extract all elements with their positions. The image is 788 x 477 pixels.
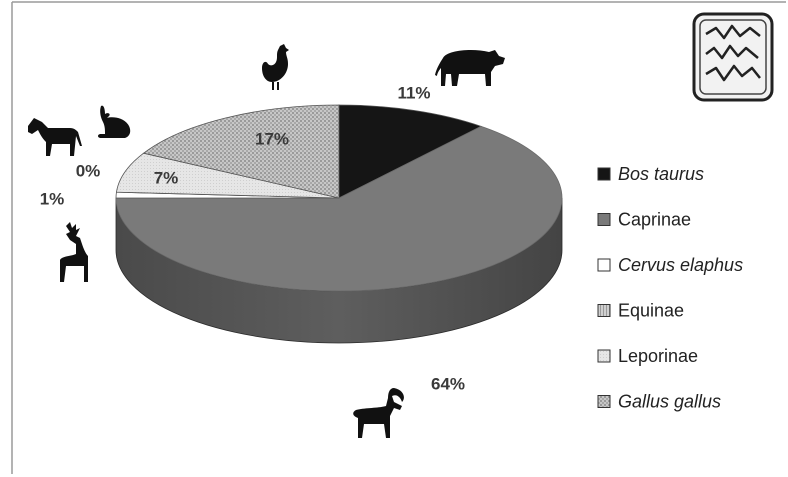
legend-label-equinae: Equinae	[618, 301, 684, 321]
horse-icon	[28, 118, 82, 156]
value-label-gallus-gallus: 17%	[255, 129, 289, 148]
legend-swatch-leporinae	[597, 349, 611, 363]
legend-swatch-bos-taurus	[597, 167, 611, 181]
value-label-cervus-elaphus: 1%	[40, 189, 65, 208]
pie-slice-bos-taurus	[338, 104, 483, 199]
value-label-caprinae: 64%	[431, 374, 465, 393]
chicken-icon	[262, 44, 289, 90]
seal-logo	[692, 12, 774, 102]
pie-slice-caprinae	[115, 125, 563, 292]
deer-icon	[60, 222, 88, 282]
legend: Bos taurus Caprinae Cervus elaphus Equinae L…	[597, 164, 743, 412]
goat-icon	[353, 388, 404, 438]
rabbit-icon	[98, 105, 131, 138]
value-label-bos-taurus: 11%	[397, 83, 430, 102]
cow-icon	[435, 50, 505, 86]
legend-label-cervus-elaphus: Cervus elaphus	[618, 255, 743, 275]
legend-swatch-caprinae	[597, 213, 611, 226]
pie-labels-layer: 11% 64% 1% 0% 7% 17%	[40, 83, 465, 393]
legend-label-leporinae: Leporinae	[618, 346, 698, 366]
value-label-leporinae: 7%	[154, 168, 179, 187]
legend-label-caprinae: Caprinae	[618, 210, 691, 230]
legend-swatch-equinae	[597, 304, 611, 317]
legend-swatch-cervus-elaphus	[597, 258, 611, 272]
pie-top-layer	[115, 104, 563, 292]
value-label-equinae: 0%	[76, 161, 101, 180]
legend-swatch-gallus-gallus	[597, 395, 611, 408]
legend-label-gallus-gallus: Gallus gallus	[618, 392, 721, 412]
legend-label-bos-taurus: Bos taurus	[618, 164, 704, 184]
pie-slice-gallus-gallus	[142, 104, 340, 199]
